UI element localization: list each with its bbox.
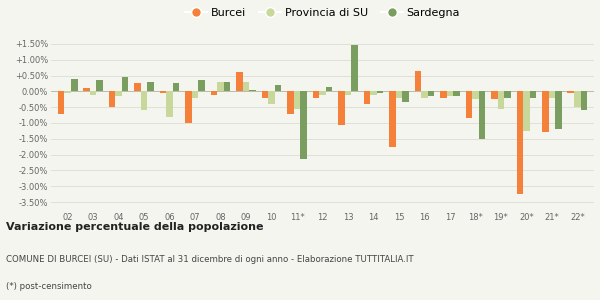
Bar [71, 79, 77, 92]
Bar [364, 92, 370, 104]
Bar [453, 92, 460, 96]
Bar [250, 90, 256, 92]
Bar [504, 92, 511, 98]
Bar [268, 92, 275, 104]
Bar [243, 82, 250, 92]
Bar [542, 92, 548, 133]
Bar [217, 82, 224, 92]
Bar [64, 92, 71, 93]
Text: COMUNE DI BURCEI (SU) - Dati ISTAT al 31 dicembre di ogni anno - Elaborazione TU: COMUNE DI BURCEI (SU) - Dati ISTAT al 31… [6, 255, 413, 264]
Bar [415, 71, 421, 92]
Bar [319, 92, 326, 94]
Bar [440, 92, 446, 98]
Bar [83, 88, 90, 91]
Bar [517, 92, 523, 194]
Bar [211, 92, 217, 94]
Bar [326, 87, 332, 92]
Bar [185, 92, 192, 123]
Bar [122, 77, 128, 92]
Bar [428, 92, 434, 96]
Bar [134, 83, 141, 92]
Bar [97, 80, 103, 92]
Bar [395, 92, 402, 98]
Bar [287, 92, 293, 113]
Bar [338, 92, 344, 124]
Legend: Burcei, Provincia di SU, Sardegna: Burcei, Provincia di SU, Sardegna [181, 3, 464, 22]
Bar [236, 72, 243, 92]
Bar [472, 92, 479, 99]
Bar [275, 85, 281, 92]
Bar [192, 92, 199, 98]
Bar [352, 46, 358, 92]
Bar [523, 92, 530, 131]
Bar [402, 92, 409, 102]
Bar [141, 92, 148, 110]
Bar [421, 92, 428, 98]
Bar [313, 92, 319, 98]
Bar [370, 92, 377, 94]
Bar [574, 92, 581, 107]
Bar [491, 92, 497, 99]
Bar [497, 92, 504, 109]
Bar [58, 92, 64, 113]
Bar [479, 92, 485, 139]
Bar [148, 82, 154, 92]
Bar [90, 92, 97, 94]
Text: Variazione percentuale della popolazione: Variazione percentuale della popolazione [6, 222, 263, 232]
Bar [224, 82, 230, 92]
Bar [293, 92, 301, 109]
Bar [115, 92, 122, 96]
Bar [173, 83, 179, 92]
Bar [581, 92, 587, 110]
Bar [555, 92, 562, 129]
Bar [301, 92, 307, 159]
Bar [199, 80, 205, 92]
Bar [466, 92, 472, 118]
Text: (*) post-censimento: (*) post-censimento [6, 282, 92, 291]
Bar [548, 92, 555, 98]
Bar [377, 92, 383, 93]
Bar [166, 92, 173, 117]
Bar [344, 92, 352, 94]
Bar [109, 92, 115, 107]
Bar [389, 92, 395, 147]
Bar [530, 92, 536, 98]
Bar [446, 92, 453, 96]
Bar [160, 92, 166, 93]
Bar [568, 92, 574, 93]
Bar [262, 92, 268, 98]
